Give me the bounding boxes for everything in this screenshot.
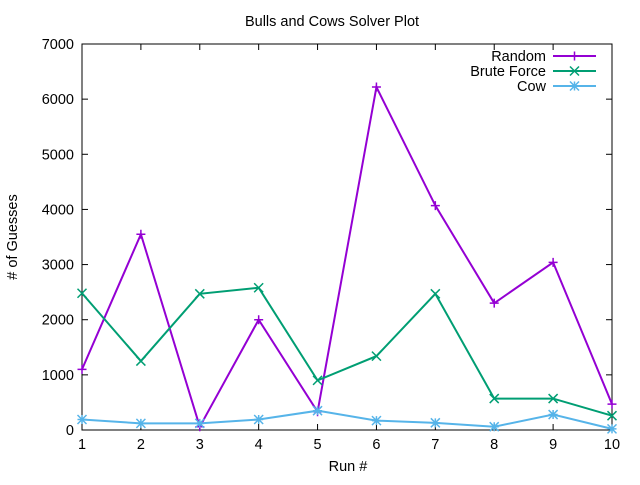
data-point [136, 229, 146, 239]
x-tick-label: 4 [255, 437, 263, 453]
series-line [81, 286, 613, 417]
x-tick-label: 8 [490, 437, 498, 453]
x-tick-label: 3 [196, 437, 204, 453]
x-tick-label: 2 [137, 437, 145, 453]
y-tick-label: 4000 [42, 202, 74, 218]
legend-label: Brute Force [470, 64, 546, 80]
legend-label: Cow [517, 79, 547, 95]
data-point [430, 201, 440, 211]
data-point [135, 418, 146, 429]
data-point [194, 418, 205, 429]
data-point [371, 415, 382, 426]
series-layer [76, 82, 618, 434]
legend-marker [569, 65, 580, 77]
data-point [253, 414, 264, 425]
x-tick-label: 7 [431, 437, 439, 453]
chart-title: Bulls and Cows Solver Plot [245, 14, 419, 30]
y-tick-label: 3000 [42, 258, 74, 274]
y-tick-label: 1000 [42, 368, 74, 384]
data-point [489, 393, 500, 404]
data-point [371, 82, 381, 92]
series-brute-force [76, 282, 618, 421]
data-point [312, 375, 323, 386]
legend-marker [570, 51, 579, 61]
data-point [254, 315, 264, 325]
data-point [253, 282, 264, 293]
axes: 0 1000 2000 3000 4000 5000 6000 7000 1 2 3 4 5 6 7 8 9 10 [42, 37, 620, 453]
data-point [312, 405, 323, 416]
series-cow [76, 405, 618, 434]
data-point [135, 356, 146, 367]
x-tick-label: 5 [314, 437, 322, 453]
data-point [548, 393, 559, 404]
series-line [81, 83, 613, 430]
series-line [81, 409, 613, 430]
y-tick-label: 2000 [42, 313, 74, 329]
x-tick-label: 6 [372, 437, 380, 453]
y-tick-label: 6000 [42, 92, 74, 108]
data-point [76, 288, 88, 299]
data-point [606, 410, 618, 421]
legend-label: Random [491, 49, 546, 65]
x-axis-label: Run # [329, 459, 368, 475]
x-tick-label: 10 [604, 437, 620, 453]
data-point [430, 417, 441, 428]
data-point [430, 288, 441, 299]
y-tick-label: 5000 [42, 147, 74, 163]
data-point [76, 414, 88, 425]
y-axis-label: # of Guesses [5, 194, 21, 279]
data-point [489, 421, 500, 432]
data-point [606, 423, 618, 434]
data-point [607, 399, 617, 409]
y-tick-label: 7000 [42, 37, 74, 53]
x-tick-label: 9 [549, 437, 557, 453]
data-point [371, 351, 382, 362]
plot-frame [81, 43, 613, 431]
data-point [548, 409, 559, 420]
y-tick-label: 0 [66, 423, 74, 439]
data-point [548, 257, 558, 267]
x-tick-label: 1 [78, 437, 86, 453]
data-point [77, 364, 87, 374]
data-point [194, 288, 205, 299]
series-random [77, 82, 617, 432]
legend-marker [569, 80, 580, 92]
data-point [489, 298, 499, 308]
